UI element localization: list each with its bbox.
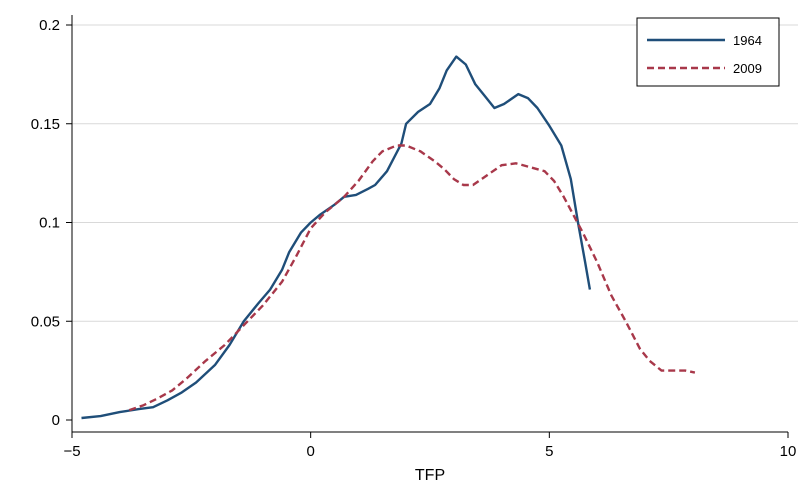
legend-label-2009: 2009 xyxy=(733,61,762,76)
y-tick-label: 0.1 xyxy=(39,215,60,232)
series-layer xyxy=(81,55,696,420)
legend: 1964 2009 xyxy=(636,17,780,87)
series-line-1964 xyxy=(81,55,592,420)
series-line-2009 xyxy=(128,144,696,412)
x-tick-label: −5 xyxy=(63,443,80,460)
axes: 00.050.10.150.2−5 0 5 10 xyxy=(31,15,797,460)
legend-box xyxy=(636,17,780,87)
gridlines xyxy=(72,24,798,322)
y-tick-label: 0 xyxy=(52,412,60,429)
x-tick-label: 10 xyxy=(780,443,797,460)
x-axis-title: TFP xyxy=(415,467,445,484)
y-tick-label: 0.05 xyxy=(31,313,60,330)
y-tick-label: 0.2 xyxy=(39,17,60,34)
x-tick-label: 0 xyxy=(306,443,314,460)
x-tick-label: 5 xyxy=(545,443,553,460)
y-tick-label: 0.15 xyxy=(31,116,60,133)
legend-label-1964: 1964 xyxy=(733,33,762,48)
